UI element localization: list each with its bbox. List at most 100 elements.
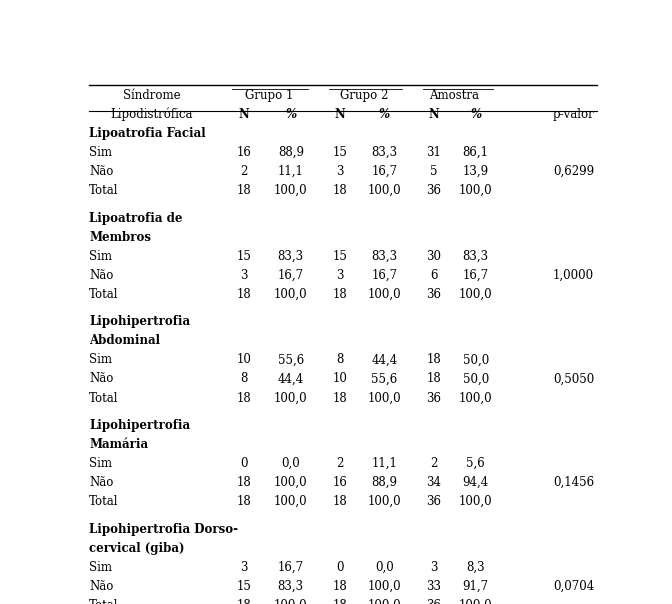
Text: 100,0: 100,0 — [368, 391, 401, 405]
Text: 100,0: 100,0 — [459, 599, 493, 604]
Text: 100,0: 100,0 — [368, 495, 401, 508]
Text: 50,0: 50,0 — [462, 353, 489, 367]
Text: Abdominal: Abdominal — [89, 335, 160, 347]
Text: Lipoatrofia de: Lipoatrofia de — [89, 211, 183, 225]
Text: 18: 18 — [333, 184, 347, 197]
Text: 83,3: 83,3 — [462, 249, 489, 263]
Text: Total: Total — [89, 288, 119, 301]
Text: Não: Não — [89, 373, 114, 385]
Text: 15: 15 — [237, 249, 251, 263]
Text: Sim: Sim — [89, 353, 112, 367]
Text: Não: Não — [89, 476, 114, 489]
Text: 100,0: 100,0 — [274, 391, 308, 405]
Text: 0,5050: 0,5050 — [553, 373, 594, 385]
Text: 15: 15 — [237, 580, 251, 593]
Text: 55,6: 55,6 — [372, 373, 398, 385]
Text: 36: 36 — [427, 184, 442, 197]
Text: 18: 18 — [237, 184, 251, 197]
Text: 16,7: 16,7 — [278, 269, 304, 281]
Text: 16,7: 16,7 — [372, 269, 398, 281]
Text: 1,0000: 1,0000 — [553, 269, 594, 281]
Text: 18: 18 — [237, 476, 251, 489]
Text: Membros: Membros — [89, 231, 151, 243]
Text: Lipohipertrofia Dorso-: Lipohipertrofia Dorso- — [89, 522, 238, 536]
Text: %: % — [470, 108, 481, 121]
Text: 18: 18 — [237, 599, 251, 604]
Text: 88,9: 88,9 — [278, 146, 304, 159]
Text: Não: Não — [89, 580, 114, 593]
Text: 5: 5 — [430, 165, 437, 178]
Text: %: % — [379, 108, 390, 121]
Text: 88,9: 88,9 — [372, 476, 398, 489]
Text: 8,3: 8,3 — [466, 561, 485, 574]
Text: %: % — [285, 108, 296, 121]
Text: 83,3: 83,3 — [372, 146, 398, 159]
Text: Não: Não — [89, 269, 114, 281]
Text: 100,0: 100,0 — [368, 599, 401, 604]
Text: 100,0: 100,0 — [459, 184, 493, 197]
Text: 36: 36 — [427, 391, 442, 405]
Text: 86,1: 86,1 — [462, 146, 489, 159]
Text: 2: 2 — [337, 457, 344, 470]
Text: 10: 10 — [237, 353, 251, 367]
Text: 3: 3 — [240, 561, 248, 574]
Text: 18: 18 — [333, 391, 347, 405]
Text: 83,3: 83,3 — [278, 580, 304, 593]
Text: 94,4: 94,4 — [462, 476, 489, 489]
Text: 18: 18 — [333, 580, 347, 593]
Text: 100,0: 100,0 — [459, 391, 493, 405]
Text: 0,0: 0,0 — [375, 561, 394, 574]
Text: Sim: Sim — [89, 146, 112, 159]
Text: 83,3: 83,3 — [278, 249, 304, 263]
Text: 36: 36 — [427, 495, 442, 508]
Text: Mamária: Mamária — [89, 438, 149, 451]
Text: Lipodistrófica: Lipodistrófica — [110, 108, 193, 121]
Text: Sim: Sim — [89, 457, 112, 470]
Text: 18: 18 — [237, 495, 251, 508]
Text: 31: 31 — [427, 146, 442, 159]
Text: Grupo 2: Grupo 2 — [340, 89, 388, 101]
Text: 16: 16 — [333, 476, 347, 489]
Text: 11,1: 11,1 — [278, 165, 304, 178]
Text: 10: 10 — [333, 373, 347, 385]
Text: 100,0: 100,0 — [274, 476, 308, 489]
Text: 18: 18 — [333, 288, 347, 301]
Text: 16,7: 16,7 — [278, 561, 304, 574]
Text: 0,1456: 0,1456 — [553, 476, 594, 489]
Text: 2: 2 — [430, 457, 437, 470]
Text: 100,0: 100,0 — [368, 580, 401, 593]
Text: N: N — [429, 108, 439, 121]
Text: 100,0: 100,0 — [274, 495, 308, 508]
Text: 18: 18 — [333, 495, 347, 508]
Text: 3: 3 — [430, 561, 437, 574]
Text: Amostra: Amostra — [429, 89, 478, 101]
Text: 100,0: 100,0 — [459, 495, 493, 508]
Text: 13,9: 13,9 — [462, 165, 489, 178]
Text: 3: 3 — [337, 269, 344, 281]
Text: 0,0704: 0,0704 — [553, 580, 594, 593]
Text: 16,7: 16,7 — [462, 269, 489, 281]
Text: 100,0: 100,0 — [368, 288, 401, 301]
Text: 11,1: 11,1 — [372, 457, 397, 470]
Text: 3: 3 — [240, 269, 248, 281]
Text: 18: 18 — [237, 391, 251, 405]
Text: 5,6: 5,6 — [466, 457, 485, 470]
Text: 50,0: 50,0 — [462, 373, 489, 385]
Text: 100,0: 100,0 — [274, 599, 308, 604]
Text: Total: Total — [89, 391, 119, 405]
Text: 0: 0 — [240, 457, 248, 470]
Text: 100,0: 100,0 — [459, 288, 493, 301]
Text: Síndrome: Síndrome — [123, 89, 181, 101]
Text: Total: Total — [89, 495, 119, 508]
Text: N: N — [335, 108, 345, 121]
Text: 16: 16 — [237, 146, 251, 159]
Text: 15: 15 — [333, 146, 347, 159]
Text: 0,6299: 0,6299 — [553, 165, 594, 178]
Text: cervical (giba): cervical (giba) — [89, 542, 185, 554]
Text: Sim: Sim — [89, 249, 112, 263]
Text: 30: 30 — [427, 249, 442, 263]
Text: 44,4: 44,4 — [278, 373, 304, 385]
Text: 100,0: 100,0 — [274, 288, 308, 301]
Text: Não: Não — [89, 165, 114, 178]
Text: Lipohipertrofia: Lipohipertrofia — [89, 419, 190, 432]
